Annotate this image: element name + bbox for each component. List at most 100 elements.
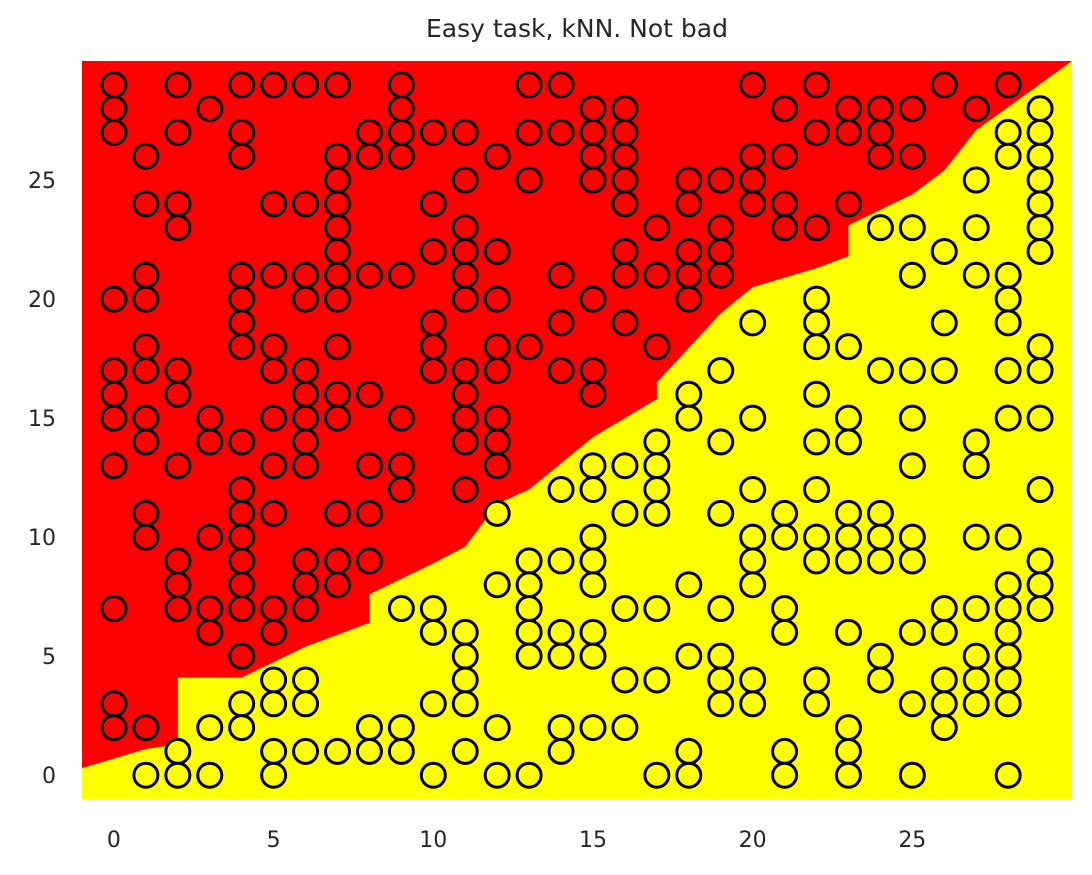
data-point-class-1 xyxy=(707,690,735,718)
data-point-class-1 xyxy=(451,666,479,694)
y-axis-ticks: 0 5 10 15 20 25 xyxy=(28,169,56,789)
data-point-class-1 xyxy=(579,571,607,599)
data-point-class-1 xyxy=(994,118,1022,146)
data-point-class-1 xyxy=(196,761,224,789)
data-point-class-1 xyxy=(930,666,958,694)
data-point-class-0 xyxy=(100,118,128,146)
data-point-class-1 xyxy=(419,690,447,718)
data-point-class-0 xyxy=(515,333,543,361)
data-point-class-0 xyxy=(611,95,639,123)
data-point-class-0 xyxy=(611,190,639,218)
data-point-class-0 xyxy=(260,190,288,218)
data-point-class-0 xyxy=(675,166,703,194)
data-point-class-0 xyxy=(323,499,351,527)
data-point-class-1 xyxy=(898,261,926,289)
data-point-class-1 xyxy=(643,428,671,456)
data-point-class-1 xyxy=(803,666,831,694)
data-point-class-1 xyxy=(994,404,1022,432)
data-point-class-0 xyxy=(547,309,575,337)
data-point-class-0 xyxy=(579,166,607,194)
data-point-class-0 xyxy=(483,237,511,265)
data-point-class-0 xyxy=(387,118,415,146)
data-point-class-0 xyxy=(292,404,320,432)
data-point-class-0 xyxy=(132,499,160,527)
data-point-class-0 xyxy=(643,333,671,361)
data-point-class-1 xyxy=(739,476,767,504)
data-point-class-1 xyxy=(547,737,575,765)
data-point-class-1 xyxy=(994,523,1022,551)
data-point-class-1 xyxy=(1026,333,1054,361)
data-point-class-1 xyxy=(355,737,383,765)
data-point-class-1 xyxy=(739,690,767,718)
data-point-class-0 xyxy=(323,190,351,218)
data-point-class-1 xyxy=(994,618,1022,646)
data-point-class-1 xyxy=(994,356,1022,384)
data-point-class-1 xyxy=(1026,356,1054,384)
data-point-class-1 xyxy=(834,737,862,765)
data-point-class-1 xyxy=(771,761,799,789)
data-point-class-0 xyxy=(100,356,128,384)
data-point-class-1 xyxy=(803,428,831,456)
data-point-class-0 xyxy=(260,499,288,527)
data-point-class-0 xyxy=(292,261,320,289)
data-point-class-0 xyxy=(292,285,320,313)
data-point-class-1 xyxy=(292,690,320,718)
data-point-class-1 xyxy=(579,618,607,646)
data-point-class-0 xyxy=(451,476,479,504)
data-point-class-0 xyxy=(611,142,639,170)
data-point-class-0 xyxy=(547,118,575,146)
data-point-class-1 xyxy=(419,761,447,789)
data-point-class-1 xyxy=(675,571,703,599)
data-point-class-0 xyxy=(292,571,320,599)
data-point-class-1 xyxy=(739,523,767,551)
data-point-class-0 xyxy=(419,356,447,384)
y-tick-label: 0 xyxy=(42,764,56,789)
data-point-class-1 xyxy=(834,547,862,575)
data-point-class-0 xyxy=(355,118,383,146)
data-point-class-1 xyxy=(994,571,1022,599)
data-point-class-0 xyxy=(100,380,128,408)
data-point-class-0 xyxy=(451,380,479,408)
data-point-class-0 xyxy=(228,142,256,170)
data-point-class-0 xyxy=(834,95,862,123)
data-point-class-1 xyxy=(1026,95,1054,123)
data-point-class-0 xyxy=(228,571,256,599)
data-point-class-1 xyxy=(579,452,607,480)
data-point-class-1 xyxy=(483,571,511,599)
data-point-class-0 xyxy=(675,261,703,289)
data-point-class-1 xyxy=(930,595,958,623)
data-point-class-0 xyxy=(260,356,288,384)
data-point-class-1 xyxy=(611,666,639,694)
data-point-class-1 xyxy=(483,761,511,789)
data-point-class-1 xyxy=(898,761,926,789)
data-point-class-1 xyxy=(803,380,831,408)
data-point-class-1 xyxy=(196,714,224,742)
data-point-class-1 xyxy=(962,690,990,718)
data-point-class-0 xyxy=(228,285,256,313)
data-point-class-0 xyxy=(451,237,479,265)
data-point-class-1 xyxy=(962,261,990,289)
data-point-class-0 xyxy=(451,214,479,242)
data-point-class-0 xyxy=(228,428,256,456)
data-point-class-0 xyxy=(196,618,224,646)
data-point-class-0 xyxy=(834,190,862,218)
data-point-class-1 xyxy=(164,737,192,765)
data-point-class-1 xyxy=(994,285,1022,313)
data-point-class-1 xyxy=(228,714,256,742)
data-point-class-0 xyxy=(483,285,511,313)
data-point-class-1 xyxy=(387,595,415,623)
data-point-class-0 xyxy=(483,428,511,456)
data-point-class-0 xyxy=(100,285,128,313)
data-point-class-1 xyxy=(739,309,767,337)
data-point-class-0 xyxy=(451,428,479,456)
data-point-class-0 xyxy=(483,404,511,432)
data-point-class-1 xyxy=(771,499,799,527)
data-point-class-1 xyxy=(515,618,543,646)
data-point-class-1 xyxy=(1026,142,1054,170)
data-point-class-1 xyxy=(579,714,607,742)
data-point-class-0 xyxy=(675,237,703,265)
data-point-class-1 xyxy=(866,666,894,694)
x-tick-label: 5 xyxy=(267,828,281,853)
data-point-class-1 xyxy=(994,761,1022,789)
